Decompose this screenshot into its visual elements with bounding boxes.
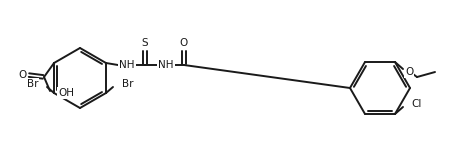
Text: Cl: Cl [411, 99, 421, 109]
Text: O: O [405, 67, 413, 77]
Text: NH: NH [158, 60, 174, 70]
Text: NH: NH [119, 60, 135, 70]
Text: Br: Br [122, 79, 133, 89]
Text: OH: OH [58, 88, 74, 98]
Text: S: S [142, 38, 148, 48]
Text: O: O [18, 70, 26, 80]
Text: O: O [180, 38, 188, 48]
Text: Br: Br [27, 79, 38, 89]
